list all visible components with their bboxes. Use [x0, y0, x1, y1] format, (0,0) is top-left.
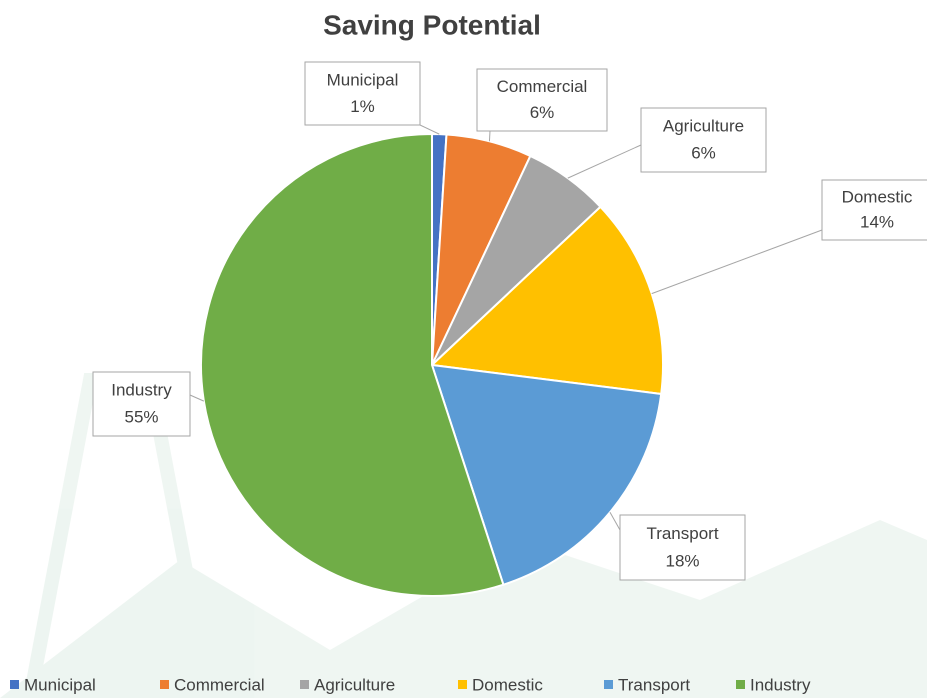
data-label-value: 6%: [530, 103, 555, 122]
leader-line: [488, 130, 491, 142]
leader-line: [609, 511, 621, 531]
pie-slice: [429, 205, 664, 396]
data-label-value: 55%: [124, 408, 158, 427]
data-label-name: Transport: [646, 524, 718, 543]
legend-swatch: [458, 680, 467, 689]
leader-line: [419, 124, 440, 135]
label-box: [640, 107, 767, 173]
data-label-value: 14%: [860, 213, 894, 232]
data-label-name: Commercial: [497, 77, 588, 96]
legend-label: Transport: [618, 675, 690, 694]
chart-title: Saving Potential: [323, 9, 541, 40]
data-label-value: 1%: [350, 97, 375, 116]
pie-slice: [430, 363, 663, 586]
data-label-name: Industry: [111, 381, 172, 400]
legend-swatch: [10, 680, 19, 689]
legend-label: Industry: [750, 675, 811, 694]
data-label-value: 18%: [665, 551, 699, 570]
data-label-value: 6%: [691, 144, 716, 163]
leader-line: [567, 144, 642, 179]
label-box: [821, 179, 927, 241]
legend-label: Municipal: [24, 675, 96, 694]
legend-swatch: [604, 680, 613, 689]
leader-line: [651, 229, 823, 295]
legend-swatch: [300, 680, 309, 689]
data-label-name: Municipal: [327, 70, 399, 89]
label-box: [92, 371, 191, 437]
label-box: [476, 68, 608, 132]
label-box: [304, 61, 421, 126]
legend-label: Commercial: [174, 675, 265, 694]
leader-line: [189, 394, 205, 402]
data-label-name: Agriculture: [663, 117, 744, 136]
legend-label: Domestic: [472, 675, 543, 694]
label-box: [619, 514, 746, 581]
legend-label: Agriculture: [314, 675, 395, 694]
legend-swatch: [160, 680, 169, 689]
legend-swatch: [736, 680, 745, 689]
data-label-name: Domestic: [842, 187, 913, 206]
